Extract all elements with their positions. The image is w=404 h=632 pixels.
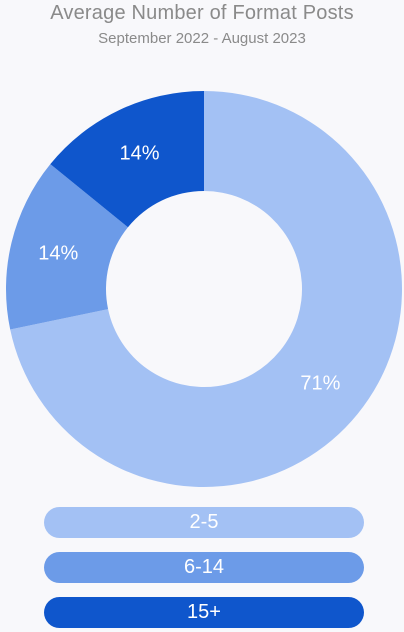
slice-label-6-14: 14% bbox=[38, 243, 78, 265]
chart-title: Average Number of Format Posts bbox=[50, 2, 354, 24]
slice-6-14 bbox=[6, 164, 128, 330]
legend-item-15+: 15+ bbox=[44, 597, 364, 628]
legend-item-2-5: 2-5 bbox=[44, 507, 364, 538]
donut-chart: 71% 14% 14% bbox=[6, 91, 403, 487]
legend-item-6-14: 6-14 bbox=[44, 552, 364, 583]
slice-label-2-5: 71% bbox=[300, 373, 340, 395]
slice-2-5 bbox=[10, 91, 403, 487]
slice-label-15+: 14% bbox=[120, 143, 160, 165]
slice-15+ bbox=[50, 91, 205, 228]
chart-subtitle: September 2022 - August 2023 bbox=[98, 30, 306, 47]
